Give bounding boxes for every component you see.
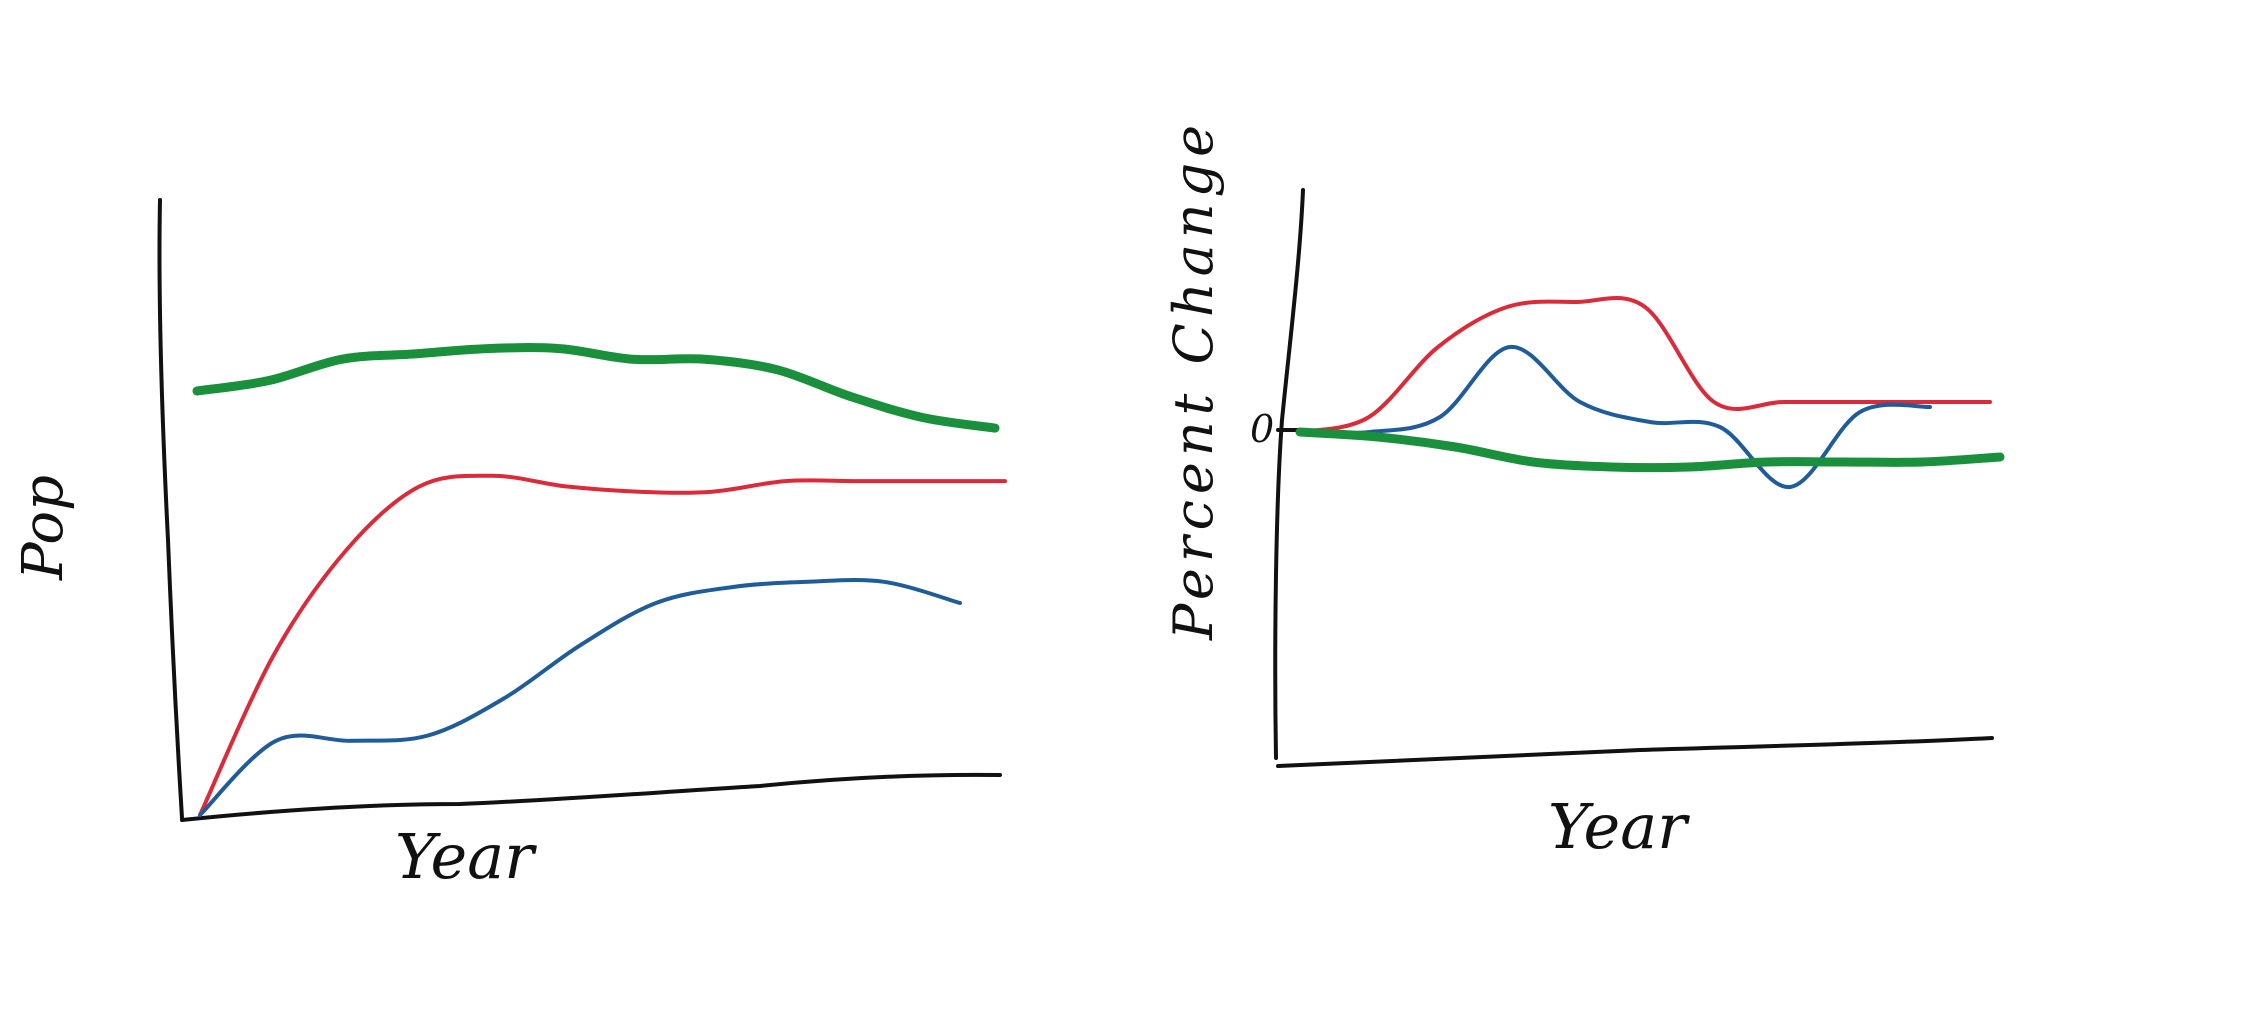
right-series-line-3 [1295, 427, 2005, 473]
left-y-axis-label: Pop [11, 475, 76, 581]
right-series-line-1 [1298, 296, 1992, 434]
right-x-axis [1276, 736, 1994, 768]
right-series-group [1295, 296, 2005, 489]
left-series-group [192, 343, 1007, 817]
right-x-axis-label: Year [1548, 790, 1690, 863]
left-chart: Year Pop [11, 198, 1007, 893]
left-x-axis [180, 772, 1002, 822]
left-series-line-1 [192, 343, 1000, 433]
right-chart: 0 Year Percent Change [1162, 119, 2005, 863]
right-zero-label: 0 [1250, 407, 1274, 451]
left-y-axis [157, 198, 184, 820]
left-x-axis-label: Year [395, 820, 537, 893]
left-series-line-2 [198, 473, 1007, 817]
right-y-axis-label: Percent Change [1162, 119, 1225, 641]
left-series-line-3 [198, 578, 962, 817]
right-series-line-2 [1298, 344, 1932, 489]
right-y-axis [1273, 188, 1305, 760]
